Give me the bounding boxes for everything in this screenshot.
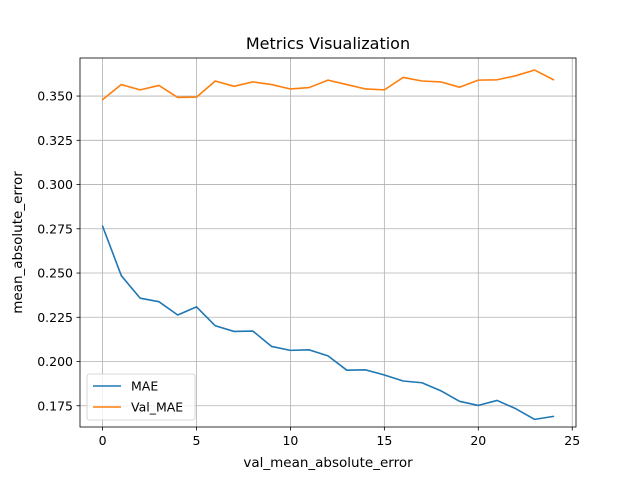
series-lines [101,69,555,421]
series-line-val-mae [101,69,555,101]
x-tick-label: 0 [99,433,107,448]
grid [80,58,576,427]
y-tick-label: 0.225 [37,310,73,325]
axis-ticks: 0 5 10 15 20 25 0.175 0.200 0.225 0.250 0.275 0.300… [37,89,580,448]
x-tick-label: 15 [376,433,392,448]
chart-title: Metrics Visualization [246,34,410,53]
legend-label: Val_MAE [131,400,183,415]
y-tick-label: 0.325 [37,133,73,148]
y-tick-label: 0.275 [37,221,73,236]
x-tick-label: 10 [282,433,298,448]
y-tick-label: 0.250 [37,266,73,281]
x-axis-title: val_mean_absolute_error [243,455,413,471]
plot-frame [79,57,577,428]
y-tick-label: 0.350 [37,89,73,104]
x-tick-label: 25 [564,433,580,448]
y-tick-label: 0.200 [37,354,73,369]
legend: MAE Val_MAE [86,373,196,421]
y-tick-label: 0.300 [37,177,73,192]
y-tick-label: 0.175 [37,398,73,413]
series-line-mae [101,225,555,421]
legend-label: MAE [131,379,158,394]
y-axis-title: mean_absolute_error [10,171,26,314]
x-tick-label: 5 [193,433,201,448]
x-tick-label: 20 [470,433,486,448]
